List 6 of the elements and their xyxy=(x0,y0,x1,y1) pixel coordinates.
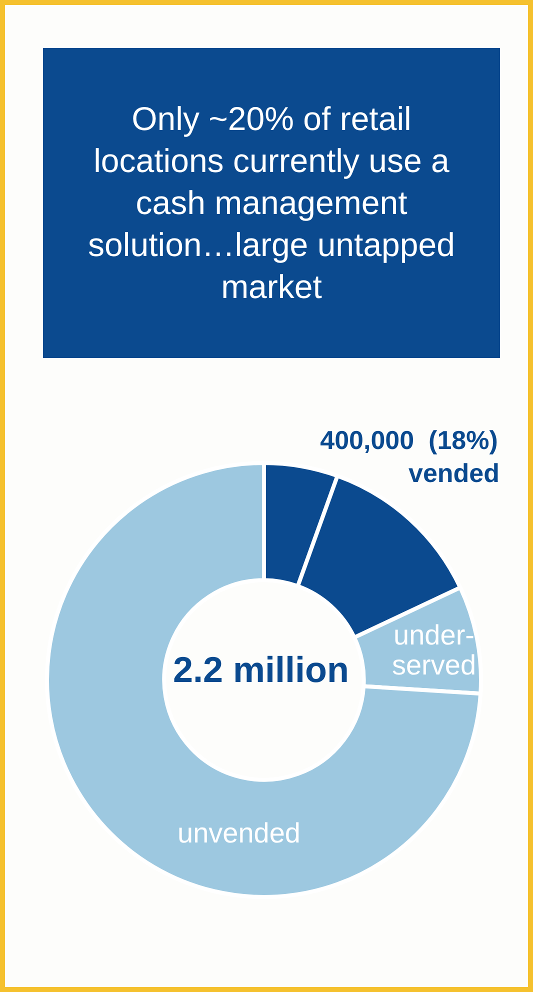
slice-label: unvended xyxy=(177,818,301,849)
chart-title: Only ~20% of retail locations currently use a cash management solution…large untapped market xyxy=(43,48,500,358)
slice-label: vended xyxy=(408,458,500,488)
slice-label: under-served xyxy=(392,620,476,681)
text: 2.2 million xyxy=(172,648,350,690)
text: 400,000 (18%) xyxy=(320,425,498,456)
